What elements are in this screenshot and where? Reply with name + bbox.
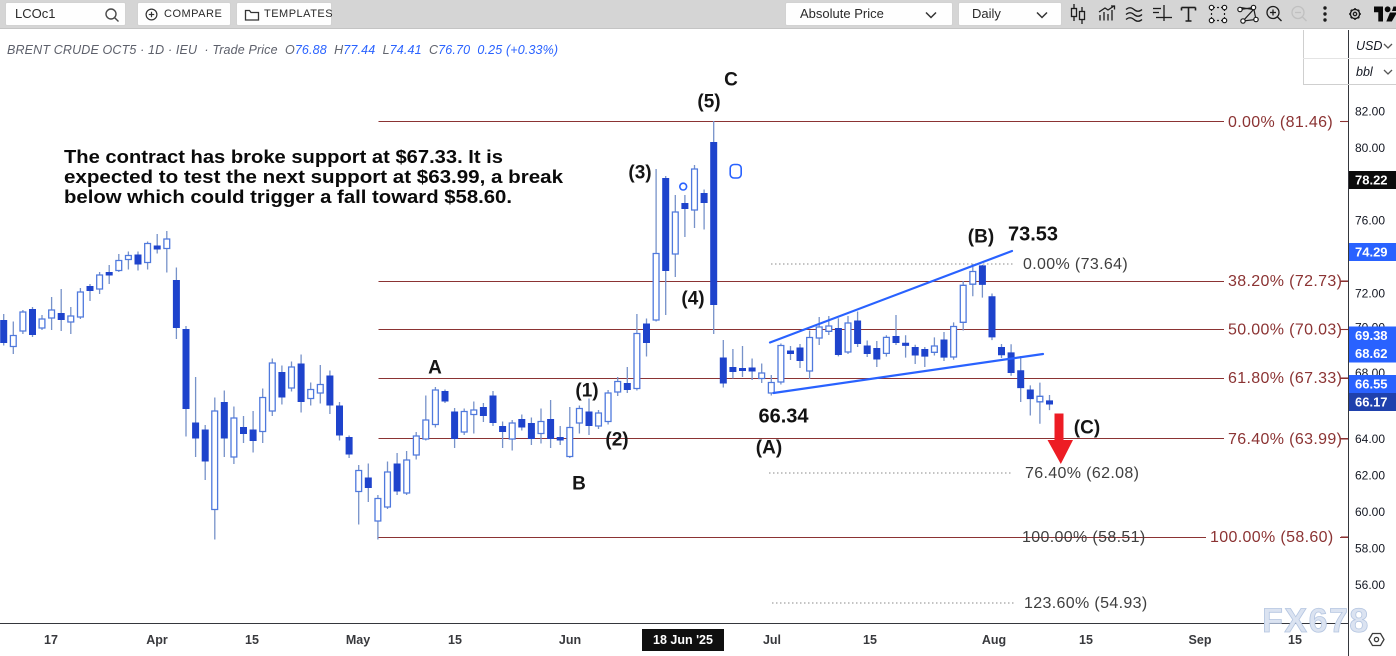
svg-text:(4): (4): [681, 289, 704, 310]
svg-text:15: 15: [1079, 633, 1093, 647]
svg-text:60.00: 60.00: [1355, 505, 1385, 519]
svg-text:Jun: Jun: [559, 633, 581, 647]
svg-text:66.55: 66.55: [1355, 377, 1388, 392]
svg-text:64.00: 64.00: [1355, 432, 1385, 446]
svg-text:58.00: 58.00: [1355, 542, 1385, 556]
svg-text:(5): (5): [697, 92, 720, 113]
svg-text:15: 15: [245, 633, 259, 647]
svg-text:69.38: 69.38: [1355, 328, 1388, 343]
svg-text:below which could trigger a fa: below which could trigger a fall toward …: [64, 187, 512, 207]
svg-text:(3): (3): [628, 163, 651, 184]
svg-text:15: 15: [1288, 633, 1302, 647]
svg-text:(A): (A): [756, 438, 782, 459]
svg-text:B: B: [572, 474, 586, 495]
svg-text:78.22: 78.22: [1355, 173, 1388, 188]
svg-text:0.00% (73.64): 0.00% (73.64): [1023, 256, 1128, 273]
svg-text:76.00: 76.00: [1355, 214, 1385, 228]
svg-text:15: 15: [863, 633, 877, 647]
svg-text:50.00% (70.03): 50.00% (70.03): [1228, 322, 1342, 339]
svg-text:61.80% (67.33): 61.80% (67.33): [1228, 370, 1342, 387]
svg-text:(1): (1): [575, 381, 598, 402]
svg-text:May: May: [346, 633, 370, 647]
svg-text:bbl: bbl: [1356, 65, 1374, 79]
svg-text:66.34: 66.34: [758, 406, 809, 428]
svg-text:FX678: FX678: [1262, 602, 1370, 640]
svg-text:Apr: Apr: [146, 633, 168, 647]
svg-text:(B): (B): [968, 227, 994, 248]
svg-text:56.00: 56.00: [1355, 578, 1385, 592]
svg-text:expected to test the next supp: expected to test the next support at $63…: [64, 167, 564, 187]
svg-text:76.40% (63.99): 76.40% (63.99): [1228, 431, 1342, 448]
svg-text:76.40% (62.08): 76.40% (62.08): [1025, 465, 1139, 482]
svg-text:66.17: 66.17: [1355, 395, 1388, 410]
svg-text:80.00: 80.00: [1355, 141, 1385, 155]
svg-text:0.00% (81.46): 0.00% (81.46): [1228, 114, 1333, 131]
svg-text:68.62: 68.62: [1355, 346, 1388, 361]
svg-text:(C): (C): [1074, 418, 1100, 439]
svg-text:15: 15: [448, 633, 462, 647]
svg-text:72.00: 72.00: [1355, 287, 1385, 301]
svg-text:USD: USD: [1356, 39, 1382, 53]
svg-text:100.00% (58.60): 100.00% (58.60): [1210, 529, 1334, 546]
svg-text:Sep: Sep: [1189, 633, 1212, 647]
svg-text:The contract has broke support: The contract has broke support at $67.33…: [64, 147, 503, 167]
svg-text:Jul: Jul: [763, 633, 781, 647]
svg-text:Aug: Aug: [982, 633, 1006, 647]
svg-text:C: C: [724, 70, 738, 91]
svg-text:100.00% (58.51): 100.00% (58.51): [1022, 529, 1146, 546]
svg-text:123.60% (54.93): 123.60% (54.93): [1024, 595, 1148, 612]
svg-text:(2): (2): [605, 430, 628, 451]
svg-text:18 Jun '25: 18 Jun '25: [653, 633, 713, 647]
svg-text:38.20% (72.73): 38.20% (72.73): [1228, 273, 1342, 290]
svg-text:A: A: [428, 358, 442, 379]
svg-text:73.53: 73.53: [1008, 224, 1058, 246]
svg-text:74.29: 74.29: [1355, 245, 1388, 260]
svg-text:62.00: 62.00: [1355, 469, 1385, 483]
svg-text:82.00: 82.00: [1355, 105, 1385, 119]
svg-text:17: 17: [44, 633, 58, 647]
